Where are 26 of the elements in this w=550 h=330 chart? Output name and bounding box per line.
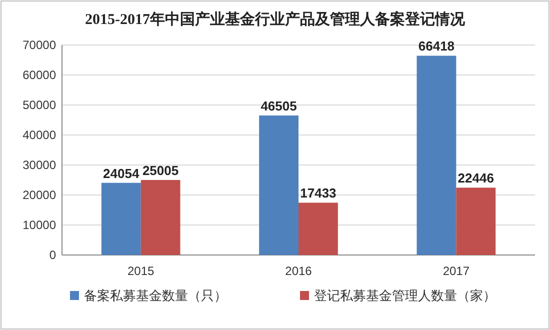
data-label: 25005 — [142, 162, 179, 178]
y-tick-label: 10000 — [22, 218, 56, 232]
bar — [298, 202, 338, 255]
y-tick-label: 50000 — [22, 98, 56, 112]
data-label: 22446 — [458, 170, 494, 186]
data-label: 46505 — [260, 98, 297, 114]
data-label: 66418 — [418, 38, 455, 54]
chart-title: 2015-2017年中国产业基金行业产品及管理人备案登记情况 — [85, 10, 466, 28]
legend-label: 备案私募基金数量（只） — [84, 288, 227, 303]
data-label: 24054 — [103, 166, 140, 181]
bar — [140, 180, 180, 255]
data-label: 17433 — [300, 186, 336, 201]
y-tick-label: 0 — [49, 248, 56, 262]
y-tick-label: 70000 — [22, 38, 56, 52]
y-tick-label: 30000 — [22, 158, 56, 172]
x-tick-label: 2016 — [285, 264, 312, 278]
bar — [259, 115, 298, 255]
legend-label: 登记私募基金管理人数量（家） — [314, 288, 496, 303]
y-tick-label: 40000 — [22, 128, 56, 142]
bar — [456, 188, 496, 255]
x-tick-label: 2015 — [127, 264, 155, 278]
x-tick-label: 2017 — [442, 264, 470, 278]
y-tick-label: 60000 — [22, 68, 56, 82]
bar — [101, 182, 141, 255]
y-tick-label: 20000 — [22, 188, 56, 202]
bar — [416, 56, 456, 255]
